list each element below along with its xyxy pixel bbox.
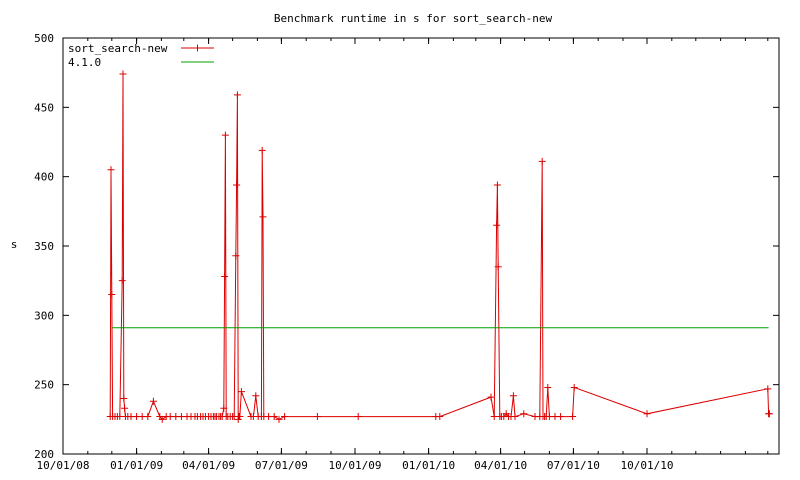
data-point	[233, 91, 241, 99]
x-tick-label: 10/01/08	[37, 459, 90, 472]
series-line-0	[109, 74, 770, 420]
y-tick-label: 200	[34, 448, 54, 461]
data-point	[570, 383, 578, 391]
series-layer	[106, 70, 773, 423]
data-point	[493, 181, 501, 189]
data-point	[487, 393, 495, 401]
x-tick-label: 01/01/10	[402, 459, 455, 472]
x-tick-label: 01/01/09	[110, 459, 163, 472]
data-point	[557, 413, 565, 421]
data-point	[221, 273, 229, 281]
data-point	[511, 413, 519, 421]
x-tick-label: 04/01/09	[182, 459, 235, 472]
data-point	[119, 70, 127, 78]
chart-title: Benchmark runtime in s for sort_search-n…	[274, 12, 553, 25]
data-point	[643, 410, 651, 418]
y-tick-label: 250	[34, 379, 54, 392]
y-tick-label: 350	[34, 240, 54, 253]
legend-marker	[194, 44, 201, 52]
data-point	[569, 413, 577, 421]
data-point	[544, 383, 552, 391]
data-point	[108, 291, 116, 299]
data-point	[237, 388, 245, 396]
data-point	[252, 392, 260, 400]
data-point	[121, 404, 129, 412]
data-point	[220, 404, 228, 412]
data-point	[354, 413, 362, 421]
data-point	[258, 146, 266, 154]
data-point	[436, 413, 444, 421]
y-axis-label: s	[11, 238, 18, 251]
y-axis: 200 250 300 350 400 450 500	[34, 32, 779, 461]
y-tick-label: 450	[34, 101, 54, 114]
x-tick-label: 10/01/09	[329, 459, 382, 472]
x-tick-label: 07/01/10	[547, 459, 600, 472]
y-tick-label: 500	[34, 32, 54, 45]
data-point	[509, 392, 517, 400]
data-point	[764, 385, 772, 393]
plot-frame	[62, 37, 780, 455]
data-point	[765, 410, 773, 418]
x-tick-label: 10/01/10	[621, 459, 674, 472]
data-point	[281, 413, 289, 421]
data-point	[233, 181, 241, 189]
data-point	[149, 397, 157, 405]
data-point	[221, 131, 229, 139]
data-point	[236, 413, 244, 421]
data-point	[493, 221, 501, 229]
data-point	[118, 277, 126, 285]
legend-label: 4.1.0	[68, 56, 101, 69]
data-point	[158, 415, 166, 423]
data-point	[275, 415, 283, 423]
data-point	[313, 413, 321, 421]
data-point	[494, 263, 502, 271]
y-tick-label: 400	[34, 171, 54, 184]
data-point	[232, 252, 240, 260]
x-axis: 10/01/08 01/01/09 04/01/09 07/01/09 10/01/09…	[37, 38, 769, 472]
data-point	[120, 395, 128, 403]
data-point	[144, 413, 152, 421]
data-point	[259, 213, 267, 221]
data-point	[270, 413, 278, 421]
legend-label: sort_search-new	[68, 42, 168, 55]
x-tick-label: 07/01/09	[255, 459, 308, 472]
data-point	[538, 157, 546, 165]
y-tick-label: 300	[34, 309, 54, 322]
data-point	[107, 166, 115, 174]
x-tick-label: 04/01/10	[474, 459, 527, 472]
data-point	[520, 410, 528, 418]
